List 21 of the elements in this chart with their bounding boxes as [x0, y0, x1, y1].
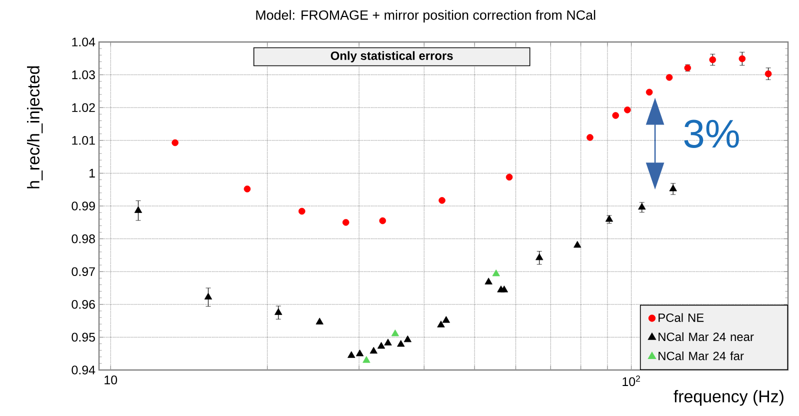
x-tick-label: 10	[104, 376, 118, 384]
y-tick-label: 0.95	[72, 332, 95, 342]
annotation: 3%	[684, 120, 739, 148]
y-tick-label: 1.01	[72, 136, 95, 145]
y-tick-label: 0.99	[72, 202, 95, 210]
y-tick-label: 1.02	[72, 103, 95, 112]
y-tick-label: 1.04	[72, 38, 96, 46]
legend-label: PCal NE	[658, 313, 704, 322]
y-tick-label: 0.94	[72, 366, 96, 374]
y-axis-title: h_rec/h_injected	[27, 66, 43, 188]
x-tick-label: 10$^{2}$	[622, 376, 640, 386]
y-tick-label: 0.97	[72, 267, 95, 276]
y-tick-label: 0.96	[72, 300, 95, 309]
y-tick-label: 1	[90, 168, 95, 178]
legend-label: NCal Mar 24 near	[658, 332, 754, 342]
y-tick-label: 0.98	[72, 234, 95, 244]
legend-label: NCal Mar 24 far	[658, 351, 744, 360]
annotation: Only statistical errors	[330, 51, 453, 62]
y-tick-label: 1.03	[72, 70, 95, 80]
chart-title: Model: FROMAGE + mirror position correction from NCal	[256, 10, 596, 23]
x-axis-title: frequency (Hz)	[674, 390, 784, 406]
